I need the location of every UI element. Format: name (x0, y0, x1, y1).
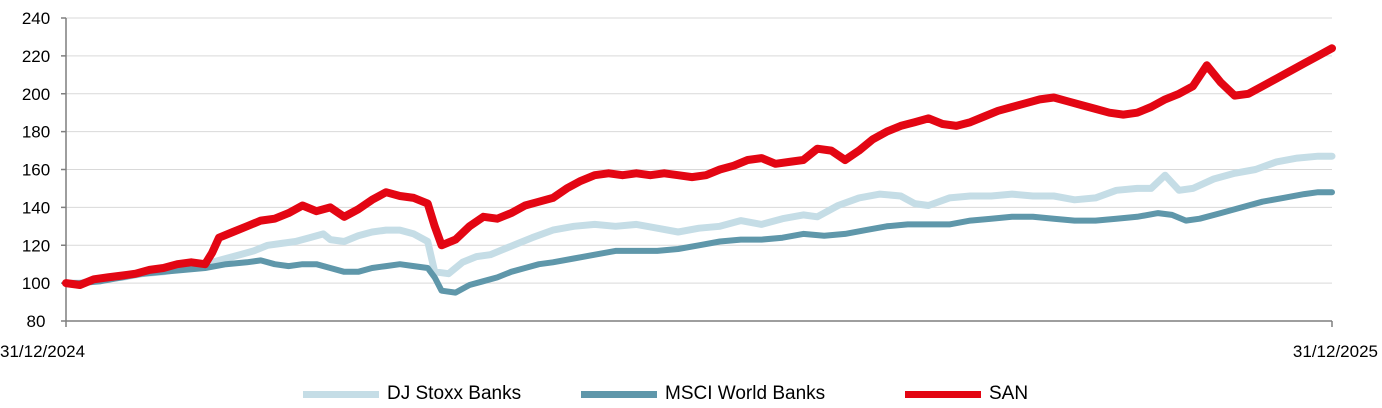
legend-item-dj-stoxx-banks: DJ Stoxx Banks (303, 380, 521, 408)
legend-swatch-msci-world-banks (581, 390, 657, 398)
legend-label-san: SAN (989, 383, 1029, 404)
legend-item-msci-world-banks: MSCI World Banks (581, 380, 825, 408)
legend-label-msci-world-banks: MSCI World Banks (665, 383, 826, 404)
legend: DJ Stoxx Banks MSCI World Banks SAN (0, 380, 1382, 408)
series-lines (62, 44, 1336, 296)
legend-swatch-dj-stoxx-banks (303, 390, 379, 398)
y-tick-label-240: 240 (22, 9, 50, 28)
x-tick-label-end: 31/12/2025 (1293, 342, 1378, 361)
x-tick-label-start: 31/12/2024 (0, 342, 85, 361)
line-chart: 80 100 120 140 160 180 200 220 240 31/12/2024 31… (0, 9, 1378, 361)
series-line-dj-stoxx-banks (62, 152, 1336, 287)
y-tick-label-100: 100 (22, 274, 50, 293)
y-tick-label-80: 80 (27, 312, 46, 331)
y-tick-label-160: 160 (22, 161, 50, 180)
series-line-san (62, 44, 1336, 289)
legend-swatch-san (905, 390, 981, 398)
legend-item-san: SAN (905, 380, 1028, 408)
legend-label-dj-stoxx-banks: DJ Stoxx Banks (387, 383, 522, 404)
series-line-msci-world-banks (63, 189, 1335, 296)
y-tick-label-120: 120 (22, 236, 50, 255)
y-tick-label-180: 180 (22, 123, 50, 142)
y-tick-labels: 80 100 120 140 160 180 200 220 240 (22, 9, 66, 331)
y-tick-label-140: 140 (22, 198, 50, 217)
y-tick-label-220: 220 (22, 47, 50, 66)
y-tick-label-200: 200 (22, 85, 50, 104)
